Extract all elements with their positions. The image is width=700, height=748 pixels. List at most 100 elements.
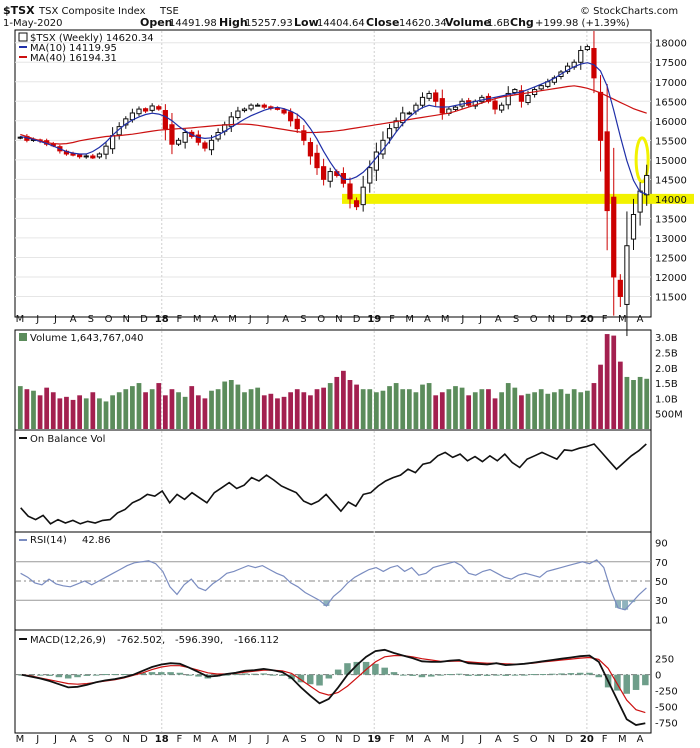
volume-bar	[169, 389, 175, 429]
price-x-tick-label: S	[300, 314, 306, 325]
price-x-tick-label: J	[460, 314, 464, 325]
macd-x-tick-label: F	[389, 734, 395, 745]
macd-x-tick-label: A	[211, 734, 218, 745]
price-candle-body	[644, 174, 650, 196]
support-band-14000	[342, 193, 694, 204]
volume-tick-label: 1.0B	[655, 394, 678, 405]
macd-histogram-bar	[418, 674, 426, 678]
volume-bar	[472, 392, 478, 429]
volume-bar	[584, 390, 590, 429]
price-x-tick-label: M	[193, 314, 202, 325]
volume-bar	[202, 398, 208, 429]
macd-x-tick-label: D	[140, 734, 148, 745]
volume-bar	[209, 390, 214, 429]
volume-bar	[637, 376, 643, 429]
macd-histogram-bar	[539, 674, 547, 676]
price-x-tick-label: J	[53, 314, 57, 325]
price-candle-body	[228, 116, 234, 127]
rsi-legend-value: 42.86	[82, 535, 111, 546]
price-candle-body	[103, 145, 109, 155]
price-candle-body	[195, 134, 201, 143]
macd-histogram-bar	[37, 674, 44, 676]
price-tick-label: 17500	[655, 58, 687, 69]
price-candle-body	[406, 112, 412, 115]
macd-histogram-bar	[427, 674, 435, 677]
macd-histogram-bar	[297, 674, 305, 683]
macd-histogram-bar	[642, 674, 649, 686]
macd-histogram-bar	[334, 669, 342, 675]
price-x-tick-label: J	[248, 314, 252, 325]
price-candle-body	[261, 104, 267, 108]
macd-histogram-bar	[167, 672, 174, 675]
macd-histogram-bar	[325, 674, 333, 679]
macd-histogram-bar	[241, 673, 249, 675]
volume-bar	[77, 395, 83, 429]
volume-bar	[426, 383, 432, 429]
volume-bar	[479, 389, 485, 429]
volume-tick-label: 2.5B	[655, 348, 678, 359]
macd-x-tick-label: J	[53, 734, 57, 745]
macd-x-tick-label: M	[193, 734, 202, 745]
volume-bar	[420, 384, 425, 429]
price-candle-body	[347, 183, 353, 200]
macd-histogram-bar	[111, 674, 119, 676]
macd-x-tick-label: M	[405, 734, 414, 745]
macd-histogram-bar	[400, 674, 407, 676]
volume-bar	[24, 389, 30, 429]
rsi-tick-label: 70	[655, 558, 668, 569]
price-candle-body	[624, 245, 630, 305]
macd-histogram-bar	[27, 674, 35, 676]
macd-histogram-bar	[139, 672, 146, 675]
volume-bar	[136, 383, 142, 429]
price-candle-body	[96, 153, 103, 158]
volume-bar	[162, 395, 168, 429]
macd-histogram-bar	[251, 673, 258, 675]
price-candle-body	[142, 108, 149, 112]
volume-bar	[558, 389, 564, 429]
price-x-tick-label: D	[565, 314, 573, 325]
macd-histogram-bar	[260, 673, 267, 675]
price-x-tick-label: O	[105, 314, 113, 325]
macd-histogram-bar	[511, 674, 519, 676]
volume-bar	[413, 392, 419, 429]
volume-bar	[598, 364, 603, 429]
volume-bar	[110, 395, 115, 429]
macd-x-tick-label: 18	[155, 734, 169, 745]
price-panel	[14, 29, 652, 318]
obv-line	[20, 443, 647, 525]
volume-bar	[538, 389, 544, 429]
macd-histogram-bar	[306, 674, 314, 685]
price-candle-body	[367, 167, 373, 184]
volume-bar	[143, 392, 148, 429]
price-candle-body	[637, 190, 643, 213]
price-candle-body	[538, 85, 544, 90]
macd-histogram-bar	[223, 674, 230, 676]
macd-x-tick-label: J	[248, 734, 252, 745]
volume-bar	[308, 395, 313, 429]
macd-histogram-bar	[232, 674, 240, 676]
volume-bar	[50, 392, 56, 429]
price-x-tick-label: N	[335, 314, 342, 325]
volume-bar	[604, 334, 610, 429]
price-candle-body	[630, 213, 637, 240]
rsi-legend-label: RSI(14)	[30, 535, 67, 546]
volume-bar	[552, 392, 557, 429]
volume-bar	[228, 380, 234, 429]
volume-bar	[275, 398, 280, 429]
price-candle-body	[373, 151, 379, 171]
copyright-label: © StockCharts.com	[580, 6, 678, 17]
macd-histogram-bar	[632, 674, 640, 690]
price-x-tick-label: A	[495, 314, 502, 325]
price-candle-body	[433, 92, 439, 102]
volume-bar	[156, 383, 162, 429]
volume-bar	[393, 383, 399, 429]
price-x-tick-label: A	[282, 314, 289, 325]
price-candle-body	[202, 142, 208, 149]
volume-bar	[149, 389, 155, 429]
macd-histogram-bar	[558, 673, 565, 675]
macd-histogram-bar	[381, 667, 388, 675]
price-candle-body	[518, 90, 525, 102]
macd-histogram-bar	[623, 674, 630, 694]
price-candle-body	[400, 112, 406, 124]
price-x-tick-label: F	[177, 314, 183, 325]
